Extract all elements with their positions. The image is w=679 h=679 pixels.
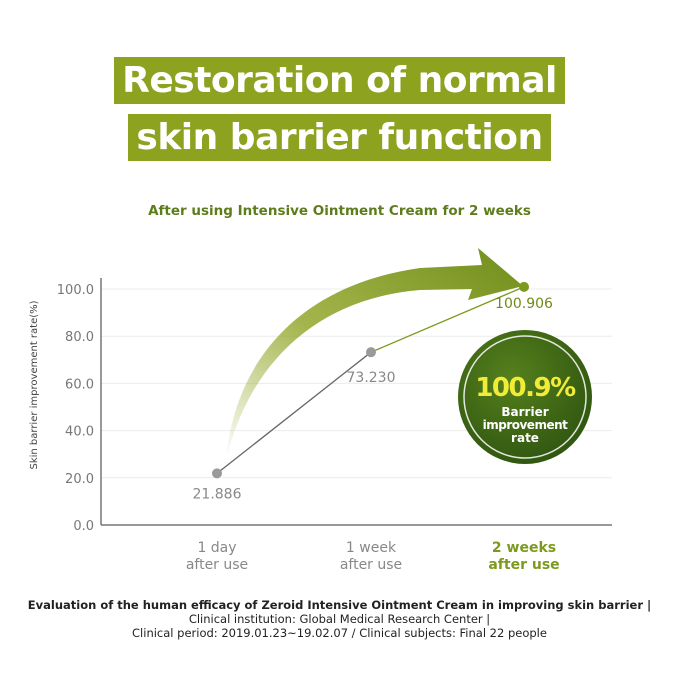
x-tick-label: after use <box>340 557 402 573</box>
x-tick-label: after use <box>186 557 248 573</box>
x-tick-label: 2 weeks <box>492 540 556 556</box>
badge: 100.9% Barrier improvement rate <box>458 330 592 464</box>
badge-line-3: rate <box>511 431 539 445</box>
badge-line-2: improvement <box>483 418 569 432</box>
title-text-2: skin barrier function <box>128 114 551 161</box>
footer-line-3: Clinical period: 2019.01.23~19.02.07 / C… <box>132 626 547 640</box>
data-point <box>212 468 222 479</box>
y-tick-label: 20.0 <box>65 472 94 487</box>
series-segment <box>216 351 372 474</box>
footer-note: Evaluation of the human efficacy of Zero… <box>0 598 679 640</box>
y-tick-label: 40.0 <box>65 425 94 440</box>
badge-line-1: Barrier <box>501 405 548 419</box>
x-tick-label: 1 day <box>197 540 236 556</box>
footer-line-1: Evaluation of the human efficacy of Zero… <box>27 598 652 612</box>
y-tick-label: 80.0 <box>65 330 94 345</box>
data-label: 21.886 <box>193 486 242 502</box>
growth-arrow <box>226 248 523 460</box>
data-label: 100.906 <box>495 296 553 312</box>
y-tick-label: 0.0 <box>73 519 94 534</box>
subtitle: After using Intensive Ointment Cream for… <box>148 203 531 219</box>
y-axis-label: Skin barrier improvement rate(%) <box>29 300 40 469</box>
data-point <box>519 281 529 292</box>
title-text-1: Restoration of normal <box>114 57 565 104</box>
y-tick-label: 60.0 <box>65 377 94 392</box>
footer-line-2: Clinical institution: Global Medical Res… <box>188 612 491 626</box>
data-point <box>366 347 376 358</box>
x-tick-label: after use <box>488 557 559 573</box>
x-tick-label: 1 week <box>346 540 397 556</box>
badge-value: 100.9% <box>475 373 576 403</box>
y-tick-label: 100.0 <box>57 283 94 298</box>
title-line-1: Restoration of normal <box>0 57 679 104</box>
title-line-2: skin barrier function <box>0 114 679 161</box>
series-segment <box>370 286 525 353</box>
data-label: 73.230 <box>347 370 396 386</box>
